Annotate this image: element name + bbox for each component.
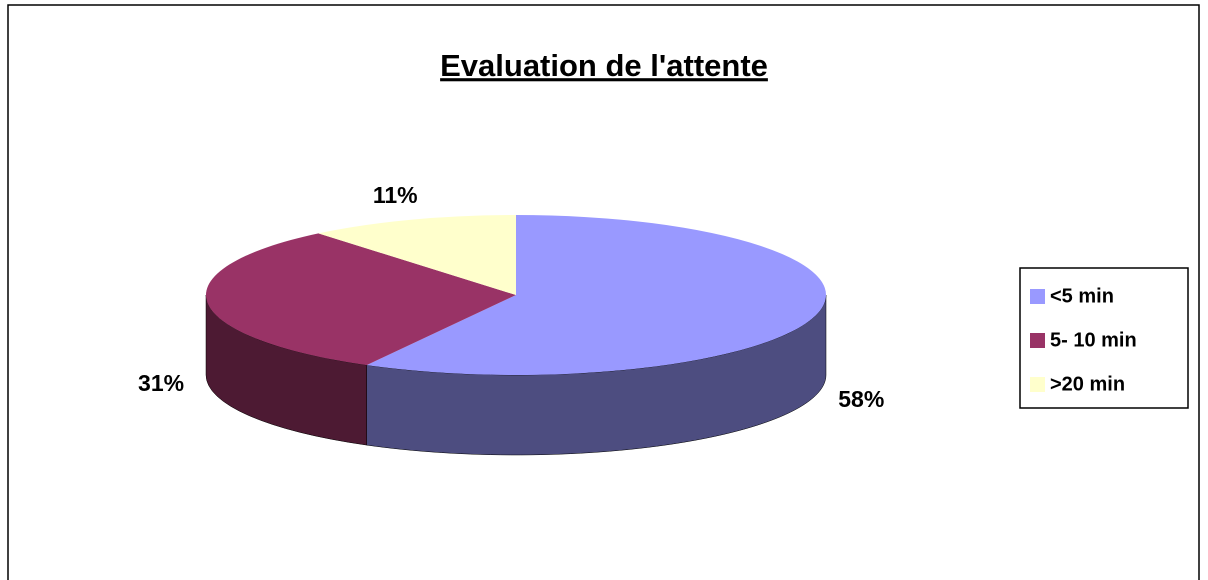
data-label: 11% bbox=[373, 182, 418, 208]
pie-slice bbox=[206, 233, 517, 366]
legend-box bbox=[1019, 267, 1189, 409]
legend-swatch bbox=[1030, 333, 1045, 348]
legend-label: <5 min bbox=[1050, 285, 1114, 307]
chart-title: Evaluation de l'attente bbox=[440, 48, 768, 83]
legend-swatch bbox=[1030, 377, 1045, 392]
pie-slice bbox=[318, 215, 516, 295]
pie-slice bbox=[366, 215, 827, 375]
data-label: 58% bbox=[838, 386, 884, 412]
legend-swatch bbox=[1030, 289, 1045, 304]
legend-label: >20 min bbox=[1050, 373, 1125, 395]
data-label: 31% bbox=[138, 370, 184, 396]
legend-label: 5- 10 min bbox=[1050, 329, 1137, 351]
